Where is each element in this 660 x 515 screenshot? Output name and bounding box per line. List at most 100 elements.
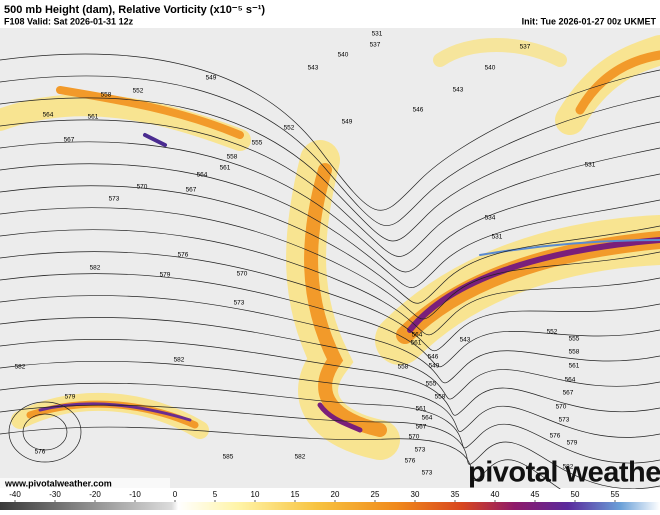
contour-label: 549: [342, 119, 353, 126]
contour-label: 558: [435, 394, 446, 401]
contour-line: [0, 75, 660, 226]
contour-label: 573: [234, 300, 245, 307]
contour-label: 537: [370, 42, 381, 49]
contour-line: [0, 163, 660, 288]
contour-label: 558: [227, 154, 238, 161]
contour-label: 552: [284, 125, 295, 132]
contour-line: [0, 141, 660, 273]
contour-label: 564: [565, 377, 576, 384]
contour-label: 582: [15, 364, 26, 371]
colorbar-tick-label: 30: [411, 490, 420, 499]
contour-label: 543: [460, 337, 471, 344]
contour-line: [22, 413, 68, 451]
colorbar-tick-label: 35: [451, 490, 460, 499]
contour-line: [0, 119, 660, 257]
contour-label: 573: [109, 196, 120, 203]
colorbar-tick-label: 50: [571, 490, 580, 499]
contour-label: 561: [416, 406, 427, 413]
contour-label: 558: [398, 364, 409, 371]
contour-label: 573: [415, 447, 426, 454]
contour-label: 546: [428, 354, 439, 361]
contour-label: 573: [559, 417, 570, 424]
contour-label: 570: [556, 404, 567, 411]
contour-label: 573: [422, 470, 433, 477]
contour-label: 570: [237, 271, 248, 278]
contour-line: [0, 207, 660, 320]
valid-time: F108 Valid: Sat 2026-01-31 12z: [4, 16, 134, 26]
contour-label: 561: [220, 165, 231, 172]
colorbar: [0, 502, 660, 510]
contour-line: [0, 97, 660, 242]
colorbar-tick-label: -40: [9, 490, 21, 499]
init-time: Init: Tue 2026-01-27 00z UKMET: [522, 16, 657, 26]
contour-label: 531: [585, 162, 596, 169]
contour-label: 555: [426, 381, 437, 388]
colorbar-tick-label: 20: [331, 490, 340, 499]
contour-label: 534: [485, 215, 496, 222]
contour-label: 552: [133, 88, 144, 95]
contour-line: [0, 382, 660, 464]
contour-label: 543: [308, 65, 319, 72]
colorbar-tick-label: -10: [129, 490, 141, 499]
website: www.pivotalweather.com: [4, 478, 112, 488]
contour-label: 579: [65, 394, 76, 401]
contour-label: 555: [252, 140, 263, 147]
contour-label: 561: [411, 340, 422, 347]
contour-line: [0, 273, 660, 368]
colorbar-tick-label: -20: [89, 490, 101, 499]
contour-label: 531: [492, 234, 503, 241]
contour-label: 564: [412, 332, 423, 339]
contour-label: 537: [520, 44, 531, 51]
contour-label: 531: [372, 31, 383, 38]
contour-label: 555: [569, 336, 580, 343]
contour-label: 567: [416, 424, 427, 431]
contour-label: 570: [409, 434, 420, 441]
contour-label: 549: [429, 363, 440, 370]
colorbar-tick-label: 5: [213, 490, 218, 499]
colorbar-tick-label: 40: [491, 490, 500, 499]
contour-label: 543: [453, 87, 464, 94]
contour-label: 564: [197, 172, 208, 179]
contour-label: 540: [485, 65, 496, 72]
colorbar-tick-label: 10: [251, 490, 260, 499]
contour-label: 582: [295, 454, 306, 461]
contour-line: [0, 426, 660, 515]
contour-label: 570: [137, 184, 148, 191]
colorbar-tick-label: 15: [291, 490, 300, 499]
contour-label: 561: [569, 363, 580, 370]
contour-label: 558: [569, 349, 580, 356]
contour-label: 549: [206, 75, 217, 82]
logo: pivotal weather: [468, 457, 660, 489]
website-background: [0, 478, 170, 489]
contour-label: 558: [101, 92, 112, 99]
contour-label: 567: [186, 187, 197, 194]
contour-label: 576: [35, 449, 46, 456]
contour-line: [0, 295, 660, 384]
contour-label: 582: [90, 265, 101, 272]
contour-line: [0, 339, 660, 416]
contour-label: 576: [178, 252, 189, 259]
contour-line: [8, 401, 82, 463]
contour-line: [0, 317, 660, 400]
contour-label: 582: [563, 464, 574, 471]
contour-line: [0, 251, 660, 352]
contour-label: 585: [223, 454, 234, 461]
contour-label: 546: [413, 107, 424, 114]
contour-label: 579: [567, 440, 578, 447]
colorbar-tick-label: -30: [49, 490, 61, 499]
colorbar-tick-label: 25: [371, 490, 380, 499]
contour-line: [0, 185, 660, 304]
contour-label: 576: [550, 433, 561, 440]
contour-label: 564: [422, 415, 433, 422]
contour-label: 567: [64, 137, 75, 144]
contour-line: [0, 360, 660, 438]
contour-label: 576: [405, 458, 416, 465]
height-contours: [0, 53, 660, 515]
contour-label: 567: [563, 390, 574, 397]
contour-label: 552: [547, 329, 558, 336]
contour-line: [0, 229, 660, 336]
contour-label: 564: [43, 112, 54, 119]
colorbar-tick-label: 55: [611, 490, 620, 499]
contour-label: 579: [160, 272, 171, 279]
